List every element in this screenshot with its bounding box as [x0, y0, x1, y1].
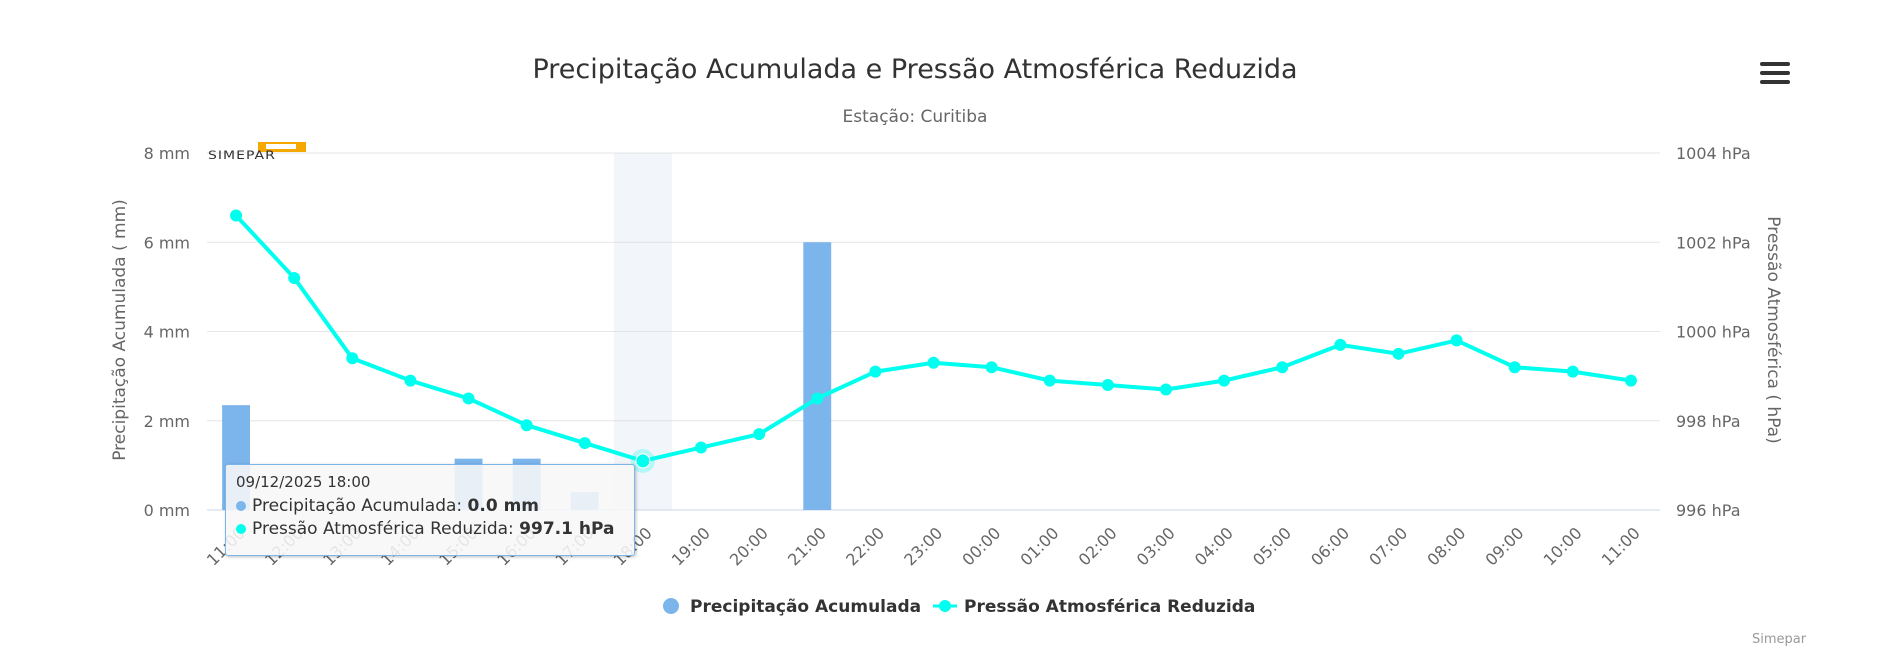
logo-text: SIMEPAR [208, 149, 276, 163]
pressure-point [985, 361, 998, 374]
highlight-band [613, 153, 672, 510]
tooltip-pressure-sep: : [508, 519, 520, 539]
tooltip-precip-dot-icon [236, 501, 246, 511]
legend-pressure-marker-icon [939, 600, 951, 612]
pressure-point [1508, 361, 1521, 374]
y-left-tick-label: 4 mm [144, 323, 190, 342]
pressure-point [927, 356, 940, 369]
x-tick-label: 07:00 [1365, 523, 1411, 569]
pressure-point [462, 392, 475, 405]
y-axis-right-ticks: 996 hPa 998 hPa 1000 hPa 1002 hPa 1004 hPa [1676, 144, 1751, 520]
tooltip-pressure-dot-icon [236, 524, 246, 534]
x-tick-label: 02:00 [1075, 523, 1121, 569]
pressure-point-hover [635, 453, 651, 469]
pressure-point [811, 392, 824, 405]
pressure-point [1334, 338, 1347, 351]
pressure-point [404, 374, 417, 387]
tooltip-pressure-name: Pressão Atmosférica Reduzida [252, 519, 509, 539]
y-right-tick-label: 998 hPa [1676, 412, 1741, 431]
y-right-tick-label: 1000 hPa [1676, 323, 1751, 342]
pressure-point [288, 271, 301, 284]
x-tick-label: 20:00 [726, 523, 772, 569]
legend[interactable]: Precipitação Acumulada Pressão Atmosféri… [663, 597, 1255, 617]
pressure-point [1159, 383, 1172, 396]
x-tick-label: 04:00 [1191, 523, 1237, 569]
x-tick-label: 22:00 [842, 523, 888, 569]
y-axis-right-title: Pressão Atmosférica ( hPa) [1763, 216, 1783, 443]
chart-title: Precipitação Acumulada e Pressão Atmosfé… [532, 54, 1297, 85]
x-tick-label: 19:00 [668, 523, 714, 569]
x-tick-label: 05:00 [1249, 523, 1295, 569]
pressure-point [1450, 334, 1463, 347]
pressure-point [695, 441, 708, 454]
legend-item-precip[interactable]: Precipitação Acumulada [663, 597, 921, 617]
pressure-line [230, 209, 1637, 473]
tooltip-row-precip: Precipitação Acumulada: 0.0 mm [236, 495, 624, 518]
y-axis-left-ticks: 0 mm 2 mm 4 mm 6 mm 8 mm [144, 144, 190, 520]
hamburger-menu-icon[interactable] [1760, 62, 1790, 88]
pressure-point [346, 352, 359, 365]
pressure-point [230, 209, 243, 222]
pressure-point [1218, 374, 1231, 387]
x-tick-label: 00:00 [958, 523, 1004, 569]
x-tick-label: 06:00 [1307, 523, 1353, 569]
x-tick-label: 03:00 [1133, 523, 1179, 569]
y-axis-left-title: Precipitação Acumulada ( mm) [110, 199, 130, 461]
legend-precip-icon [663, 598, 679, 614]
tooltip-precip-value: 0.0 mm [467, 496, 540, 516]
y-right-tick-label: 996 hPa [1676, 501, 1741, 520]
pressure-point [1392, 347, 1405, 360]
legend-pressure-label: Pressão Atmosférica Reduzida [964, 597, 1255, 617]
y-left-tick-label: 2 mm [144, 412, 190, 431]
hover-band [613, 153, 672, 510]
pressure-point [1276, 361, 1289, 374]
simepar-logo: SIMEPAR [208, 142, 308, 164]
x-tick-label: 08:00 [1423, 523, 1469, 569]
tooltip-row-pressure: Pressão Atmosférica Reduzida: 997.1 hPa [236, 518, 624, 541]
pressure-point [520, 419, 533, 432]
tooltip-precip-sep: : [456, 496, 468, 516]
pressure-point [753, 428, 766, 441]
x-tick-label: 11:00 [1598, 523, 1644, 569]
precip-bar [803, 242, 832, 510]
x-tick-label: 10:00 [1540, 523, 1586, 569]
tooltip-precip-name: Precipitação Acumulada [252, 496, 457, 516]
x-tick-label: 01:00 [1017, 523, 1063, 569]
pressure-point [1624, 374, 1637, 387]
y-right-tick-label: 1002 hPa [1676, 233, 1751, 252]
x-tick-label: 09:00 [1481, 523, 1527, 569]
grid-lines [207, 152, 1660, 511]
legend-precip-label: Precipitação Acumulada [690, 597, 921, 617]
x-tick-label: 21:00 [784, 523, 830, 569]
pressure-point [1101, 379, 1114, 392]
x-tick-label: 23:00 [900, 523, 946, 569]
pressure-point [578, 437, 591, 450]
chart-tooltip: 09/12/2025 18:00 Precipitação Acumulada:… [225, 464, 635, 556]
pressure-point [1043, 374, 1056, 387]
pressure-point [1566, 365, 1579, 378]
pressure-series-line [234, 214, 1632, 463]
legend-item-pressure[interactable]: Pressão Atmosférica Reduzida [933, 597, 1255, 617]
y-left-tick-label: 6 mm [144, 233, 190, 252]
pressure-point [869, 365, 882, 378]
tooltip-pressure-value: 997.1 hPa [519, 519, 615, 539]
credits-link[interactable]: Simepar [1752, 632, 1807, 647]
chart-subtitle: Estação: Curitiba [843, 107, 988, 127]
tooltip-header: 09/12/2025 18:00 [236, 473, 371, 491]
y-right-tick-label: 1004 hPa [1676, 144, 1751, 163]
y-left-tick-label: 8 mm [144, 144, 190, 163]
y-left-tick-label: 0 mm [144, 501, 190, 520]
